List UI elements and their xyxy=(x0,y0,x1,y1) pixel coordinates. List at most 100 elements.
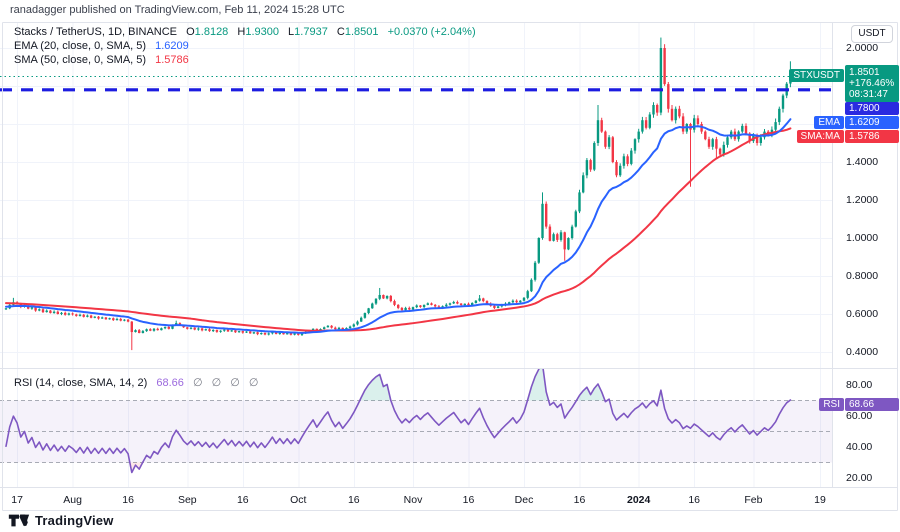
symbol-legend[interactable]: Stacks / TetherUS, 1D, BINANCE O1.8128 H… xyxy=(14,26,476,40)
candle xyxy=(352,324,355,327)
alert-level-badge[interactable]: 1.7800 xyxy=(845,102,899,115)
candle xyxy=(115,318,119,321)
candle xyxy=(56,311,59,314)
candle xyxy=(367,308,370,314)
rsi-legend[interactable]: RSI (14, close, SMA, 14, 2) 68.66 ∅ ∅ ∅ … xyxy=(14,376,261,389)
rsi-legend-value: 68.66 xyxy=(156,377,184,389)
candle xyxy=(530,279,533,292)
candle xyxy=(356,321,359,325)
candle xyxy=(415,305,418,308)
candle xyxy=(567,238,570,250)
ohlc-open-value: 1.8128 xyxy=(194,26,229,38)
sma-legend[interactable]: SMA (50, close, 0, SMA, 5) 1.5786 xyxy=(14,54,476,68)
candle xyxy=(134,330,137,333)
candle xyxy=(186,327,189,329)
candle xyxy=(249,331,252,334)
candle xyxy=(482,298,485,302)
candle xyxy=(178,323,182,326)
bar-countdown: 08:31:47 xyxy=(849,89,888,100)
candle xyxy=(585,160,589,176)
candle xyxy=(644,120,648,128)
candle xyxy=(437,306,441,308)
time-label: 16 xyxy=(122,494,134,506)
candle xyxy=(297,333,300,335)
candle xyxy=(711,139,714,147)
candle xyxy=(515,300,518,303)
ema-line[interactable] xyxy=(5,118,792,334)
candle xyxy=(382,295,385,299)
candle xyxy=(286,333,289,335)
candle xyxy=(267,333,270,335)
candle xyxy=(119,318,122,321)
candle xyxy=(171,325,174,329)
time-label: 17 xyxy=(11,494,23,506)
candle xyxy=(556,234,559,240)
candle xyxy=(663,48,666,85)
candle xyxy=(371,303,374,309)
candle xyxy=(75,314,78,316)
candle xyxy=(200,328,204,331)
candle xyxy=(670,108,674,121)
ohlc-close-value: 1.8501 xyxy=(344,26,379,38)
candle xyxy=(289,333,293,335)
candle xyxy=(741,125,744,132)
candle xyxy=(611,137,614,162)
candle xyxy=(215,329,219,332)
change-value: +0.0370 (+2.04%) xyxy=(387,26,476,38)
rsi-badge-label: RSI xyxy=(819,398,844,411)
candle xyxy=(570,226,574,238)
candle xyxy=(145,329,148,332)
candle xyxy=(341,327,344,330)
candle xyxy=(715,139,718,149)
candle xyxy=(86,315,89,317)
currency-toggle-button[interactable]: USDT xyxy=(851,25,893,43)
candle xyxy=(496,306,500,308)
candle xyxy=(108,318,111,320)
rsi-hidden-values: ∅ ∅ ∅ ∅ xyxy=(192,377,262,389)
candle xyxy=(374,298,378,304)
time-label: 16 xyxy=(347,494,360,506)
grid xyxy=(0,23,832,487)
candle xyxy=(408,307,411,310)
candle xyxy=(223,329,226,331)
candle xyxy=(241,331,244,333)
ohlc-high-label: H xyxy=(237,26,246,38)
candle xyxy=(263,333,267,335)
candle xyxy=(630,150,633,164)
symbol-title: Stacks / TetherUS, 1D, BINANCE xyxy=(14,26,178,38)
candle xyxy=(419,305,422,307)
time-label: Feb xyxy=(744,494,763,506)
candle xyxy=(130,321,133,333)
rsi-overbought-fill xyxy=(527,369,549,401)
candle xyxy=(478,298,481,301)
candle xyxy=(52,311,56,314)
candle xyxy=(208,329,211,332)
sma-line[interactable] xyxy=(5,127,792,332)
candle xyxy=(426,303,429,305)
candle xyxy=(193,327,196,330)
last-price-badge: 1.8501 +176.46% 08:31:47 xyxy=(845,65,899,102)
rsi-line[interactable] xyxy=(5,364,792,474)
candle xyxy=(574,211,577,227)
time-label: 19 xyxy=(814,494,826,506)
tradingview-logo[interactable]: TradingView xyxy=(8,513,114,528)
ema-legend-value: 1.6209 xyxy=(155,40,189,52)
candle xyxy=(596,120,600,143)
candle xyxy=(759,137,762,143)
candle xyxy=(378,295,381,299)
candle xyxy=(452,302,455,304)
candle xyxy=(334,327,337,330)
candle xyxy=(563,232,566,250)
candle xyxy=(626,156,629,164)
ema-legend[interactable]: EMA (20, close, 0, SMA, 5) 1.6209 xyxy=(14,40,476,54)
candle xyxy=(234,330,237,333)
candle xyxy=(230,330,233,332)
time-label: Dec xyxy=(514,494,534,506)
candle xyxy=(138,330,141,333)
candle xyxy=(256,332,259,335)
candle xyxy=(219,330,222,332)
rsi-tick: 40.00 xyxy=(846,441,873,453)
candle xyxy=(781,95,785,109)
candle xyxy=(34,307,37,311)
